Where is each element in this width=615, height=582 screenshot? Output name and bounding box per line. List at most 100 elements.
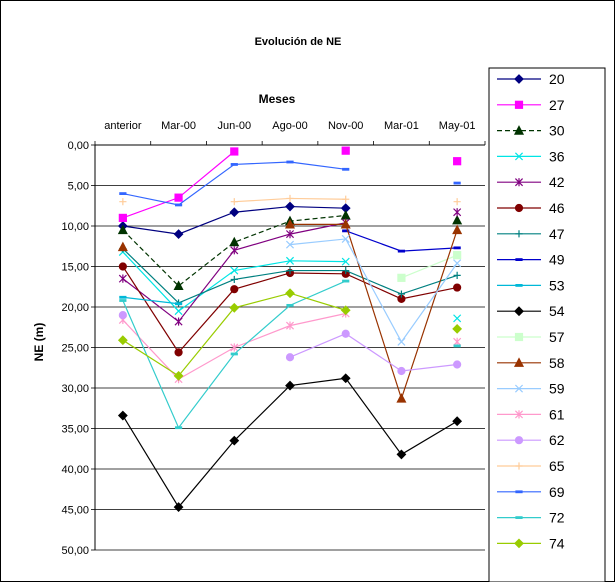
legend-marker-65	[515, 462, 523, 470]
data-point-69-3	[286, 160, 294, 164]
data-point-54-0	[117, 410, 128, 421]
data-point-46-2	[230, 285, 239, 294]
legend-item-30: 30	[497, 123, 565, 139]
y-tick-label-2: 10,00	[61, 221, 89, 233]
data-point-72-1	[174, 426, 183, 430]
data-point-72-4	[342, 279, 350, 283]
data-point-61-2	[230, 343, 239, 352]
y-tick-label-9: 45,00	[61, 505, 89, 517]
legend-marker-36	[514, 152, 524, 161]
legend-item-74: 74	[497, 535, 565, 551]
series-58	[117, 218, 463, 403]
legend-label-62: 62	[549, 432, 565, 448]
legend-marker-49	[515, 258, 523, 261]
data-point-62-4	[341, 329, 350, 338]
data-point-42-2	[230, 246, 239, 255]
x-tick-label-6: May-01	[439, 120, 476, 132]
legend-marker-30	[513, 125, 525, 135]
legend-marker-57	[514, 332, 524, 342]
data-point-20-2	[229, 207, 240, 218]
series-69	[119, 160, 461, 207]
data-point-74-6	[452, 323, 463, 334]
y-tick-label-0: 0,00	[68, 140, 89, 152]
data-point-30-6	[452, 214, 463, 225]
data-point-30-1	[173, 280, 184, 291]
y-tick-label-1: 5,00	[68, 181, 89, 193]
data-point-54-3	[285, 380, 295, 391]
legend-marker-27	[514, 100, 524, 109]
legend-item-61: 61	[497, 406, 565, 422]
x-tick-label-2: Jun-00	[217, 120, 251, 132]
legend-marker-72	[515, 516, 523, 519]
data-point-42-3	[285, 230, 295, 239]
data-point-49-6	[453, 246, 461, 250]
data-point-20-1	[173, 229, 184, 240]
data-point-65-4	[342, 195, 350, 203]
data-point-74-0	[117, 335, 128, 346]
data-point-54-2	[229, 435, 240, 446]
legend-item-59: 59	[497, 381, 565, 397]
data-point-62-3	[285, 353, 295, 362]
legend-label-20: 20	[549, 71, 565, 87]
data-point-54-5	[396, 449, 407, 460]
data-point-47-6	[453, 271, 461, 280]
series-line-30-0	[122, 214, 346, 287]
data-point-69-2	[230, 163, 238, 166]
y-tick-label-8: 40,00	[61, 464, 89, 476]
legend-label-58: 58	[549, 355, 565, 371]
legend-marker-42	[514, 178, 524, 187]
series-54	[117, 373, 463, 512]
data-point-72-3	[286, 303, 294, 307]
y-tick-label-3: 15,00	[61, 262, 89, 274]
data-point-59-5	[397, 337, 406, 346]
legend-item-27: 27	[497, 97, 565, 113]
data-point-46-0	[118, 262, 127, 271]
data-point-47-2	[230, 275, 238, 284]
legend-label-54: 54	[549, 303, 565, 319]
data-point-74-3	[285, 288, 295, 299]
series-62	[118, 311, 462, 376]
data-point-30-0	[117, 224, 128, 235]
legend-item-65: 65	[497, 458, 565, 474]
legend-item-62: 62	[497, 432, 565, 448]
data-point-42-6	[453, 208, 462, 217]
legend-label-74: 74	[549, 535, 565, 551]
data-point-61-3	[285, 321, 295, 330]
data-point-47-4	[342, 266, 350, 275]
legend-label-49: 49	[549, 252, 565, 268]
legend-box	[488, 67, 606, 582]
data-point-49-5	[397, 249, 406, 253]
series-line-59-0	[289, 238, 458, 343]
legend-label-59: 59	[549, 381, 565, 397]
data-point-69-6	[453, 181, 461, 185]
legend-label-46: 46	[549, 200, 565, 216]
legend-marker-59	[514, 384, 524, 393]
legend-marker-61	[514, 410, 524, 419]
legend-item-36: 36	[497, 148, 565, 164]
data-point-72-6	[453, 344, 461, 348]
legend-item-53: 53	[497, 277, 565, 293]
data-point-62-5	[397, 366, 406, 376]
legend-item-69: 69	[497, 484, 565, 500]
data-point-54-4	[340, 373, 351, 384]
data-point-53-1	[174, 302, 183, 306]
data-point-57-5	[397, 273, 406, 282]
data-point-69-4	[342, 167, 350, 171]
legend-label-72: 72	[549, 510, 565, 526]
legend-marker-47	[515, 230, 523, 238]
data-point-47-5	[397, 290, 406, 298]
series-59	[285, 234, 462, 346]
legend-label-65: 65	[549, 458, 565, 474]
data-point-53-0	[119, 295, 127, 299]
data-point-58-0	[117, 241, 128, 252]
data-point-58-5	[396, 393, 407, 403]
legend-item-47: 47	[497, 226, 565, 242]
chart-title: Evolución de NE	[255, 36, 342, 48]
data-point-27-1	[174, 193, 183, 202]
legend-label-47: 47	[549, 226, 565, 242]
data-point-58-3	[284, 218, 296, 229]
series-line-53-0	[122, 296, 179, 305]
legend-item-49: 49	[497, 252, 565, 268]
legend-item-20: 20	[497, 71, 565, 87]
